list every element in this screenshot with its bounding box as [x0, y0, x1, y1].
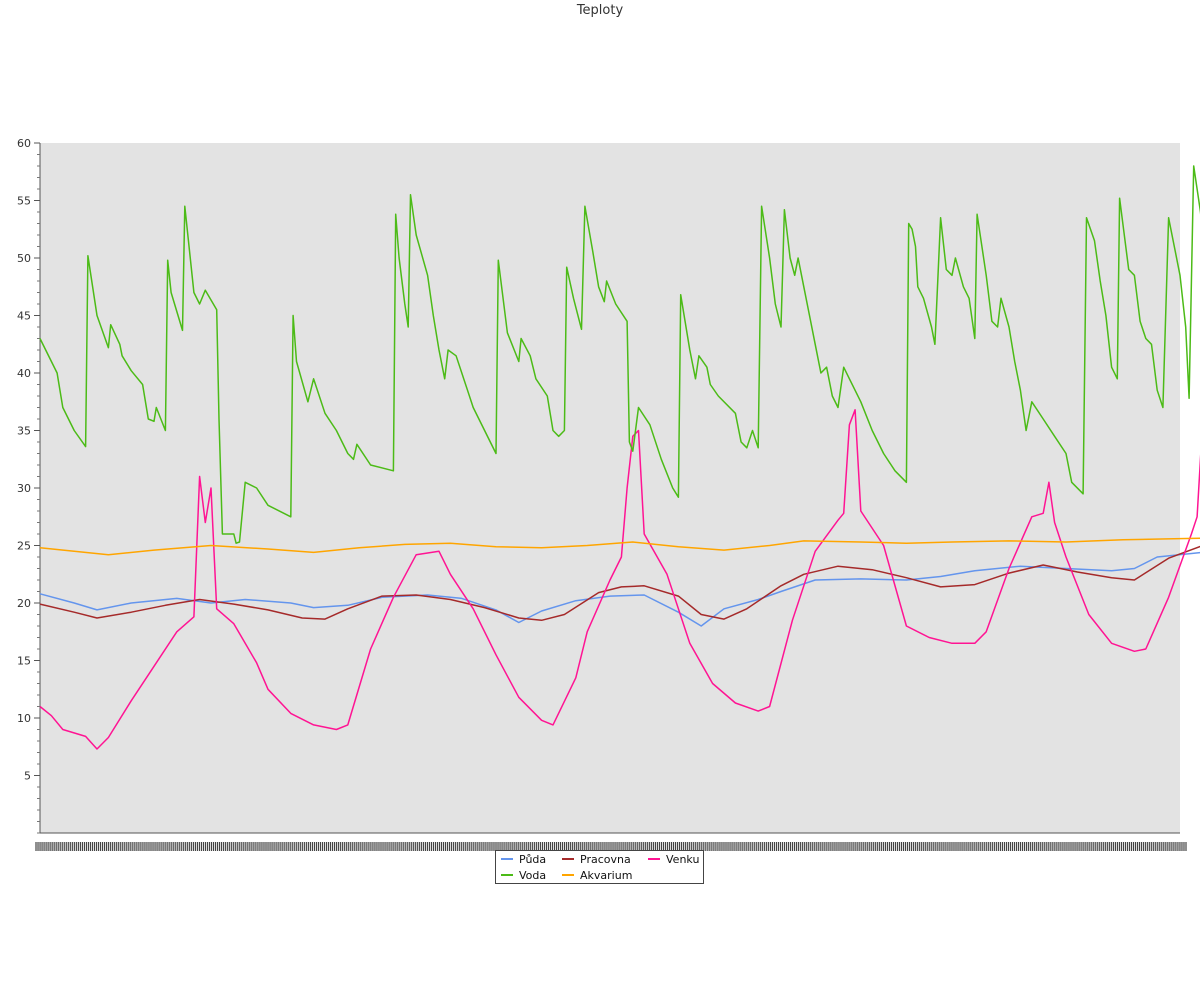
legend-entry-venku: Venku	[648, 853, 699, 866]
y-tick-label: 40	[17, 367, 31, 380]
y-axis-ticks: 5 10 15 20 25 30 35 40 45 50 55 60	[17, 137, 40, 834]
legend-entry-voda: Voda	[501, 869, 546, 882]
series-line-puda	[39, 551, 1200, 627]
legend-label: Venku	[666, 853, 700, 866]
series-line-voda	[39, 165, 1200, 544]
series-line-akvarium	[39, 537, 1200, 556]
y-tick-label: 20	[17, 597, 31, 610]
legend-label: Pracovna	[580, 853, 631, 866]
series-line-venku	[39, 409, 1200, 750]
y-tick-label: 60	[17, 137, 31, 150]
y-tick-label: 25	[17, 540, 31, 553]
y-tick-label: 10	[17, 712, 31, 725]
legend-label: Akvarium	[580, 869, 633, 882]
legend-swatch-icon	[501, 874, 513, 876]
y-tick-label: 30	[17, 482, 31, 495]
legend-swatch-icon	[648, 858, 660, 860]
x-axis-ticks	[35, 842, 1187, 851]
legend-swatch-icon	[562, 858, 574, 860]
legend-swatch-icon	[562, 874, 574, 876]
chart-title: Teploty	[576, 3, 624, 18]
series-lines	[39, 165, 1200, 750]
y-tick-label: 50	[17, 252, 31, 265]
legend-label: Půda	[519, 853, 547, 866]
y-tick-label: 55	[17, 195, 31, 208]
y-tick-label: 15	[17, 655, 31, 668]
legend-entry-pracovna: Pracovna	[562, 853, 631, 866]
legend: Půda Pracovna Venku Voda Akvarium	[495, 850, 704, 884]
y-tick-label: 35	[17, 425, 31, 438]
plot-area	[40, 143, 1180, 833]
y-tick-label: 5	[24, 770, 31, 783]
legend-entry-puda: Půda	[501, 853, 546, 866]
legend-entry-akvarium: Akvarium	[562, 869, 632, 882]
legend-label: Voda	[519, 869, 547, 882]
legend-swatch-icon	[501, 858, 513, 860]
y-tick-label: 45	[17, 310, 31, 323]
series-line-pracovna	[39, 545, 1200, 622]
